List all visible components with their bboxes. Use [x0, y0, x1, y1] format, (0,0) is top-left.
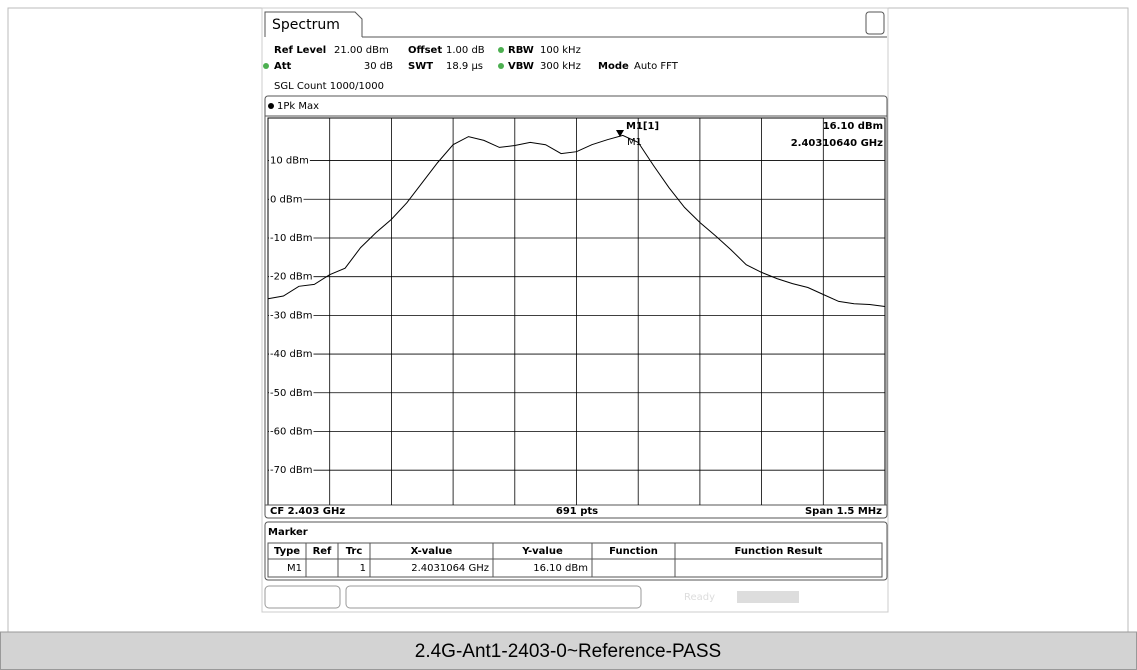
y-tick-label: -30 dBm — [270, 310, 312, 321]
marker-tag: M1 — [627, 137, 642, 148]
setting-value: 18.9 µs — [446, 61, 483, 72]
indicator — [498, 63, 504, 69]
pts: 691 pts — [556, 506, 598, 517]
y-tick-label: 10 dBm — [270, 156, 309, 167]
label-bg — [269, 386, 314, 399]
span: Span 1.5 MHz — [805, 506, 882, 517]
table-header: Type — [274, 546, 300, 557]
setting-label: RBW — [508, 45, 534, 56]
cf: CF 2.403 GHz — [270, 506, 345, 517]
setting-label: VBW — [508, 61, 534, 72]
label-bg — [269, 309, 314, 322]
setting-label: Offset — [408, 45, 442, 56]
label-bg — [269, 425, 314, 438]
marker-title: Marker — [268, 527, 308, 538]
table-header: Ref — [313, 546, 332, 557]
y-tick-label: -20 dBm — [270, 272, 312, 283]
status-box — [264, 585, 341, 609]
setting-value: 1.00 dB — [446, 45, 485, 56]
setting-value: Auto FFT — [634, 61, 679, 72]
caption: 2.4G-Ant1-2403-0~Reference-PASS — [415, 641, 721, 662]
trace-dot — [268, 103, 274, 109]
setting-label: Ref Level — [274, 45, 326, 56]
status-box — [345, 585, 642, 609]
marker — [616, 129, 624, 137]
label-bg — [269, 193, 304, 206]
y-tick-label: -70 dBm — [270, 465, 312, 476]
settings: Ref Level 21.00 dBm Offset 1.00 dB RBW 1… — [263, 45, 679, 92]
marker-y: 16.10 dBm — [823, 121, 883, 132]
marker-x: 2.40310640 GHz — [791, 138, 883, 149]
label-bg — [269, 464, 314, 477]
status: Ready — [684, 592, 715, 603]
label-bg — [269, 270, 314, 283]
table-header: Function Result — [735, 546, 823, 557]
plot-frame — [264, 95, 888, 519]
table-cell: M1 — [287, 563, 302, 574]
marker-table: Type Ref Trc X-value Y-value Function Function… — [267, 542, 883, 578]
label-bg — [269, 231, 314, 244]
caption-bar — [0, 631, 1137, 670]
setting-value: 21.00 dBm — [334, 45, 389, 56]
y-tick-label: -40 dBm — [270, 349, 312, 360]
setting-value: 300 kHz — [540, 61, 581, 72]
y-tick-label: 0 dBm — [270, 194, 303, 205]
setting-label: Att — [274, 61, 292, 72]
menu-icon[interactable] — [865, 11, 885, 35]
table-cell: 2.4031064 GHz — [411, 563, 489, 574]
setting-value: 100 kHz — [540, 45, 581, 56]
tab-label[interactable]: Spectrum — [272, 17, 340, 33]
setting-label: SWT — [408, 61, 433, 72]
label-bg — [269, 348, 314, 361]
table-cell: 16.10 dBm — [533, 563, 588, 574]
table-header: Trc — [346, 546, 363, 557]
setting-label: Mode — [598, 61, 629, 72]
marker-name: M1[1] — [626, 121, 659, 132]
y-tick-label: -10 dBm — [270, 233, 312, 244]
trace-label: 1Pk Max — [277, 101, 319, 112]
table-cell: 1 — [360, 563, 366, 574]
label-bg — [269, 154, 310, 167]
indicator — [263, 63, 269, 69]
y-tick-label: -60 dBm — [270, 426, 312, 437]
y-tick-label: -50 dBm — [270, 388, 312, 399]
table-header: Function — [609, 546, 658, 557]
setting-value: 30 dB — [364, 61, 393, 72]
progress — [737, 591, 799, 603]
tab[interactable] — [264, 11, 363, 37]
trace — [267, 134, 886, 307]
indicator — [498, 47, 504, 53]
setting-value: SGL Count 1000/1000 — [274, 81, 384, 92]
table-header: X-value — [411, 546, 453, 557]
table-header: Y-value — [521, 546, 563, 557]
